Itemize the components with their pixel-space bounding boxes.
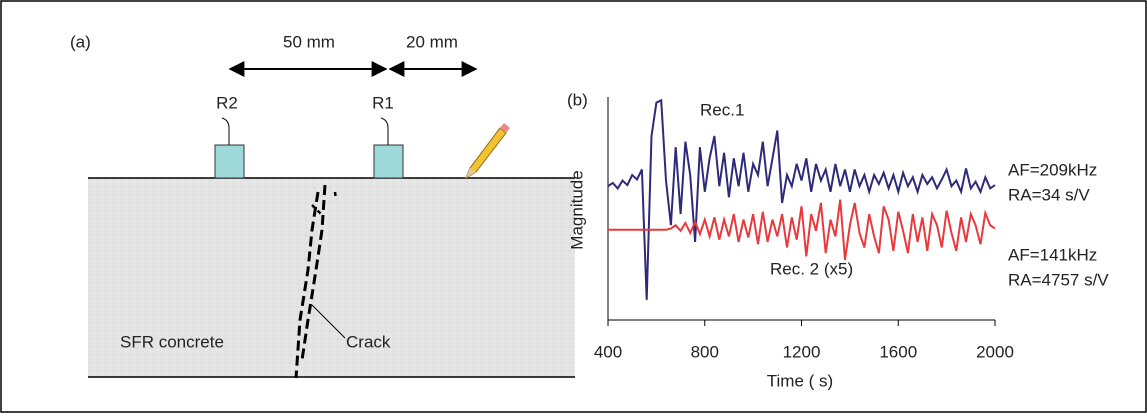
material-label: SFR concrete [120, 332, 224, 351]
dimension-label: 20 mm [406, 32, 458, 51]
x-axis-label: Time ( s) [767, 371, 833, 390]
series-line [607, 98, 996, 300]
sensor-label: R2 [216, 93, 238, 112]
series-line [608, 199, 996, 260]
sensor [373, 144, 404, 179]
series-label: Rec. 2 (x5) [770, 259, 853, 278]
x-tick-label: 800 [691, 342, 719, 361]
series-annotation: AF=209kHz [1008, 160, 1097, 179]
dimension-label: 50 mm [283, 32, 335, 51]
crack-branch [311, 191, 338, 216]
pencil [464, 123, 510, 180]
crack [300, 184, 327, 361]
crack [294, 191, 320, 379]
wire [221, 117, 230, 145]
series-annotation: RA=34 s/V [1008, 185, 1090, 204]
series-annotation: RA=4757 s/V [1008, 270, 1109, 289]
panel-label: (a) [70, 32, 91, 51]
leader-line [311, 304, 346, 339]
wire [380, 117, 389, 145]
x-tick-label: 2000 [976, 342, 1014, 361]
sensor [214, 144, 245, 179]
concrete-block [88, 178, 575, 377]
sensor-label: R1 [372, 93, 394, 112]
x-tick-label: 400 [594, 342, 622, 361]
diagram: (a) 50 mm 20 mm R2 R1 SFR concrete Crack [70, 32, 575, 379]
series-label: Rec.1 [700, 100, 744, 119]
x-tick-label: 1200 [783, 342, 821, 361]
y-axis-label: Magnitude [567, 170, 586, 249]
x-tick-label: 1600 [879, 342, 917, 361]
crack-label: Crack [346, 332, 391, 351]
panel-label: (b) [567, 90, 588, 109]
series-annotation: AF=141kHz [1008, 245, 1097, 264]
